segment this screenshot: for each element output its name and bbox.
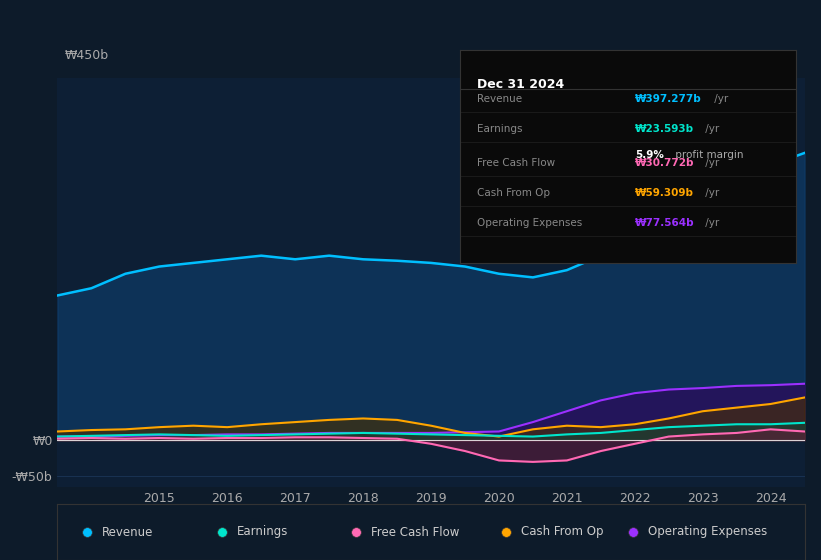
Text: Revenue: Revenue: [103, 525, 154, 539]
Text: Revenue: Revenue: [477, 94, 521, 104]
Text: /yr: /yr: [702, 188, 719, 198]
Text: Earnings: Earnings: [236, 525, 288, 539]
Text: profit margin: profit margin: [672, 150, 744, 160]
Text: Dec 31 2024: Dec 31 2024: [477, 78, 564, 91]
Text: 5.9%: 5.9%: [635, 150, 663, 160]
Text: /yr: /yr: [710, 94, 727, 104]
Text: /yr: /yr: [702, 158, 719, 168]
Text: ₩397.277b: ₩397.277b: [635, 94, 702, 104]
Text: ₩30.772b: ₩30.772b: [635, 158, 695, 168]
Text: Operating Expenses: Operating Expenses: [477, 218, 582, 228]
Text: Free Cash Flow: Free Cash Flow: [371, 525, 460, 539]
Text: Cash From Op: Cash From Op: [477, 188, 549, 198]
Text: Earnings: Earnings: [477, 124, 522, 134]
Text: ₩77.564b: ₩77.564b: [635, 218, 695, 228]
Text: /yr: /yr: [702, 124, 719, 134]
Text: ₩23.593b: ₩23.593b: [635, 124, 694, 134]
Text: ₩59.309b: ₩59.309b: [635, 188, 694, 198]
Text: Cash From Op: Cash From Op: [521, 525, 603, 539]
Text: Operating Expenses: Operating Expenses: [648, 525, 767, 539]
Text: Free Cash Flow: Free Cash Flow: [477, 158, 555, 168]
Text: /yr: /yr: [702, 218, 719, 228]
Text: ₩450b: ₩450b: [65, 49, 109, 62]
